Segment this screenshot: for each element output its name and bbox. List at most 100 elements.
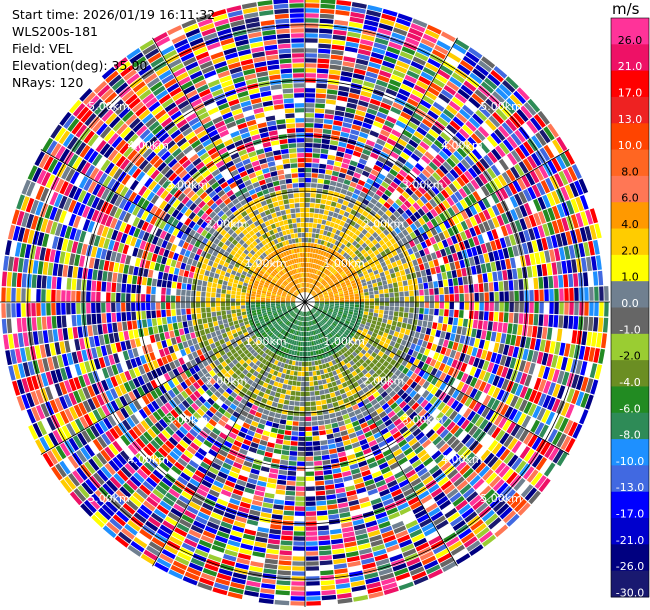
velocity-bin: [392, 27, 408, 36]
velocity-bin: [261, 308, 266, 312]
velocity-bin: [316, 344, 321, 350]
velocity-bin: [275, 590, 290, 596]
velocity-bin: [344, 306, 349, 309]
velocity-bin: [461, 249, 468, 259]
velocity-bin: [377, 27, 392, 36]
velocity-bin: [408, 65, 422, 75]
velocity-bin: [130, 540, 145, 553]
velocity-bin: [355, 167, 363, 175]
velocity-bin: [335, 583, 351, 589]
velocity-bin: [355, 354, 361, 361]
velocity-bin: [321, 280, 326, 285]
velocity-bin: [480, 81, 494, 94]
velocity-bin: [368, 287, 374, 292]
velocity-bin: [313, 314, 317, 319]
velocity-bin: [478, 339, 485, 349]
velocity-bin: [371, 544, 385, 552]
velocity-bin: [165, 454, 177, 465]
velocity-bin: [438, 93, 451, 104]
velocity-bin: [310, 290, 314, 295]
velocity-bin: [230, 391, 238, 399]
velocity-bin: [165, 516, 178, 527]
velocity-bin: [407, 524, 421, 534]
velocity-bin: [439, 428, 450, 439]
velocity-bin: [358, 496, 370, 504]
velocity-bin: [314, 300, 320, 302]
velocity-bin: [156, 341, 163, 350]
velocity-bin: [364, 302, 370, 306]
velocity-bin: [171, 316, 177, 323]
velocity-bin: [345, 206, 352, 213]
velocity-bin: [348, 274, 354, 280]
velocity-bin: [361, 170, 370, 178]
velocity-bin: [351, 337, 357, 343]
velocity-bin: [475, 245, 483, 255]
velocity-bin: [464, 155, 475, 167]
velocity-bin: [314, 303, 319, 305]
velocity-bin: [331, 44, 345, 51]
velocity-bin: [482, 394, 492, 406]
velocity-bin: [412, 350, 419, 358]
velocity-bin: [276, 338, 281, 344]
velocity-bin: [333, 432, 341, 438]
velocity-bin: [267, 538, 280, 545]
velocity-bin: [322, 129, 332, 135]
velocity-bin: [398, 264, 404, 271]
velocity-bin: [73, 377, 82, 390]
velocity-bin: [349, 181, 357, 188]
velocity-bin: [315, 480, 325, 486]
velocity-bin: [467, 515, 481, 527]
velocity-bin: [313, 380, 319, 386]
velocity-bin: [377, 209, 385, 217]
velocity-bin: [290, 365, 295, 371]
velocity-bin: [313, 213, 319, 219]
velocity-bin: [186, 533, 200, 543]
velocity-bin: [474, 214, 482, 225]
velocity-bin: [428, 507, 441, 517]
velocity-bin: [396, 349, 403, 357]
velocity-bin: [279, 334, 284, 339]
velocity-bin: [558, 170, 569, 186]
velocity-bin: [411, 571, 427, 581]
velocity-bin: [263, 371, 269, 377]
velocity-bin: [311, 361, 315, 366]
velocity-bin: [337, 248, 343, 254]
velocity-bin: [345, 270, 351, 275]
velocity-bin: [455, 201, 464, 212]
velocity-bin: [301, 331, 304, 337]
velocity-bin: [331, 381, 337, 387]
velocity-bin: [434, 302, 440, 309]
velocity-bin: [226, 436, 235, 444]
velocity-bin: [323, 230, 328, 236]
velocity-bin: [531, 350, 539, 363]
velocity-bin: [258, 380, 265, 386]
velocity-bin: [433, 139, 445, 150]
velocity-bin: [343, 536, 356, 543]
velocity-bin: [326, 89, 338, 95]
velocity-bin: [371, 379, 378, 387]
velocity-bin: [361, 258, 367, 264]
velocity-bin: [298, 321, 301, 326]
velocity-bin: [276, 318, 281, 323]
velocity-bin: [409, 364, 417, 372]
velocity-bin: [421, 155, 431, 165]
velocity-bin: [339, 320, 345, 324]
velocity-bin: [387, 185, 396, 193]
velocity-bin: [334, 303, 340, 306]
velocity-bin: [375, 79, 388, 88]
velocity-bin: [239, 352, 246, 359]
velocity-bin: [326, 313, 331, 317]
velocity-bin: [171, 465, 182, 475]
velocity-bin: [404, 302, 410, 307]
velocity-bin: [330, 283, 335, 287]
velocity-bin: [505, 393, 514, 405]
velocity-bin: [400, 257, 407, 264]
velocity-bin: [491, 217, 500, 228]
velocity-bin: [74, 338, 81, 351]
velocity-bin: [321, 454, 330, 460]
velocity-bin: [437, 476, 449, 487]
velocity-bin: [379, 572, 395, 581]
velocity-bin: [316, 254, 320, 260]
velocity-bin: [536, 326, 543, 339]
velocity-bin: [133, 329, 139, 339]
